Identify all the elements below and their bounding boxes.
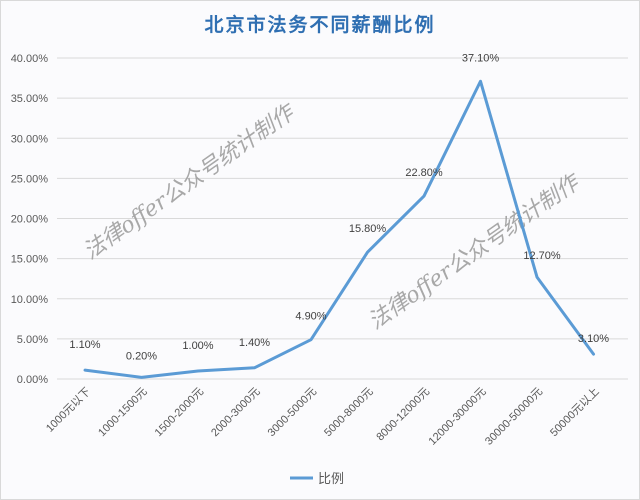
- y-tick-label: 5.00%: [17, 334, 48, 346]
- x-tick-label: 1000-1500元: [96, 386, 149, 439]
- data-label: 1.00%: [182, 340, 213, 352]
- x-axis-ticks: 1000元以下 1000-1500元 1500-2000元 2000-3000元 300…: [44, 385, 602, 448]
- y-tick-label: 10.00%: [11, 294, 49, 306]
- data-label: 15.80%: [349, 223, 387, 235]
- y-tick-label: 15.00%: [11, 254, 49, 266]
- x-tick-label: 5000-8000元: [322, 386, 375, 439]
- legend-label: 比例: [318, 472, 344, 487]
- y-tick-label: 35.00%: [11, 93, 49, 105]
- x-tick-label: 1500-2000元: [153, 386, 206, 439]
- data-label: 0.20%: [126, 350, 157, 362]
- data-label: 12.70%: [523, 250, 561, 262]
- y-tick-label: 20.00%: [11, 214, 49, 226]
- watermark-text: 法律offer公众号统计制作: [79, 99, 301, 265]
- legend: 比例: [290, 472, 344, 487]
- data-labels: 1.10% 0.20% 1.00% 1.40% 4.90% 15.80% 22.80% 37.…: [69, 52, 609, 362]
- watermark: 法律offer公众号统计制作 法律offer公众号统计制作: [79, 99, 586, 335]
- data-label: 4.90%: [295, 311, 326, 323]
- x-tick-label: 8000-12000元: [374, 386, 432, 444]
- x-tick-label: 12000-30000元: [427, 386, 489, 448]
- data-label: 22.80%: [405, 167, 443, 179]
- y-tick-label: 0.00%: [17, 374, 48, 386]
- series-line-比例: [83, 79, 595, 379]
- chart-title: 北京市法务不同薪酬比例: [204, 14, 436, 36]
- y-axis-ticks: 0.00% 5.00% 10.00% 15.00% 20.00% 25.00% 30.00%…: [11, 53, 49, 386]
- y-tick-label: 25.00%: [11, 173, 49, 185]
- x-tick-label: 30000-50000元: [483, 386, 545, 448]
- data-label: 1.10%: [69, 339, 100, 351]
- x-tick-label: 3000-5000元: [266, 386, 319, 439]
- x-tick-label: 50000元以上: [547, 385, 601, 439]
- data-label: 37.10%: [462, 52, 500, 64]
- y-tick-label: 40.00%: [11, 53, 49, 65]
- data-label: 1.40%: [239, 337, 270, 349]
- x-tick-label: 2000-3000元: [209, 386, 262, 439]
- data-label: 3.10%: [578, 333, 609, 345]
- y-tick-label: 30.00%: [11, 133, 49, 145]
- x-tick-label: 1000元以下: [44, 386, 93, 435]
